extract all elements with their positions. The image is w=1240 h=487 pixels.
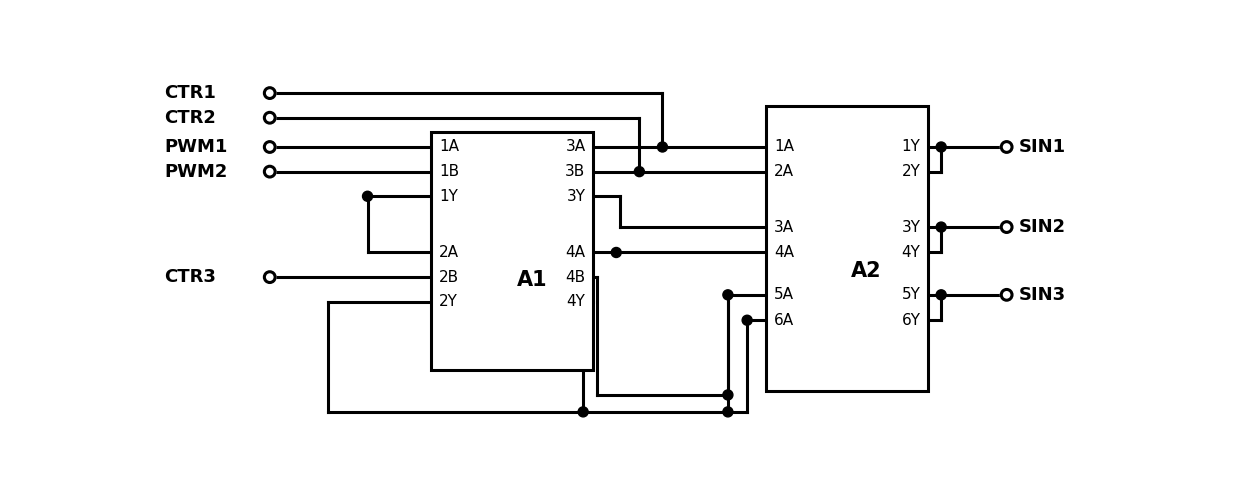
Text: 1A: 1A [774, 139, 794, 154]
Text: 2A: 2A [774, 164, 794, 179]
Circle shape [578, 407, 588, 417]
Circle shape [743, 315, 753, 325]
Text: 3Y: 3Y [901, 220, 920, 235]
Circle shape [1001, 289, 1012, 300]
Text: 3B: 3B [565, 164, 585, 179]
Bar [766, 106, 928, 391]
Circle shape [264, 272, 275, 282]
Text: SIN1: SIN1 [1019, 138, 1066, 156]
Text: A1: A1 [516, 270, 547, 290]
Text: 4A: 4A [774, 245, 794, 260]
Text: 4Y: 4Y [901, 245, 920, 260]
Text: 1Y: 1Y [439, 189, 458, 204]
Text: 1A: 1A [439, 139, 459, 154]
Circle shape [635, 167, 645, 177]
Circle shape [264, 142, 275, 152]
Circle shape [936, 142, 946, 152]
Circle shape [264, 88, 275, 98]
Circle shape [936, 222, 946, 232]
Text: SIN2: SIN2 [1019, 218, 1066, 236]
Circle shape [1001, 222, 1012, 232]
Circle shape [1001, 142, 1012, 152]
Circle shape [657, 142, 667, 152]
Text: CTR2: CTR2 [164, 109, 216, 127]
Text: 3A: 3A [565, 139, 585, 154]
Circle shape [723, 290, 733, 300]
Text: 1B: 1B [439, 164, 459, 179]
Text: CTR3: CTR3 [164, 268, 216, 286]
Text: PWM1: PWM1 [164, 138, 228, 156]
Circle shape [611, 247, 621, 258]
Text: 2B: 2B [439, 270, 459, 284]
Circle shape [936, 290, 946, 300]
Text: 4Y: 4Y [567, 294, 585, 309]
Text: 3A: 3A [774, 220, 795, 235]
Circle shape [723, 390, 733, 400]
Text: 2Y: 2Y [439, 294, 458, 309]
Circle shape [264, 112, 275, 123]
Text: SIN3: SIN3 [1019, 286, 1066, 304]
Circle shape [723, 407, 733, 417]
Text: 5Y: 5Y [901, 287, 920, 302]
Text: 3Y: 3Y [567, 189, 585, 204]
Bar [432, 131, 593, 370]
Text: 6A: 6A [774, 313, 795, 328]
Text: 2Y: 2Y [901, 164, 920, 179]
Text: 4A: 4A [565, 245, 585, 260]
Text: PWM2: PWM2 [164, 163, 228, 181]
Text: 2A: 2A [439, 245, 459, 260]
Text: A2: A2 [852, 262, 882, 281]
Text: 6Y: 6Y [901, 313, 920, 328]
Text: 4B: 4B [565, 270, 585, 284]
Text: CTR1: CTR1 [164, 84, 216, 102]
Circle shape [264, 166, 275, 177]
Text: 1Y: 1Y [901, 139, 920, 154]
Text: 5A: 5A [774, 287, 794, 302]
Circle shape [362, 191, 372, 201]
